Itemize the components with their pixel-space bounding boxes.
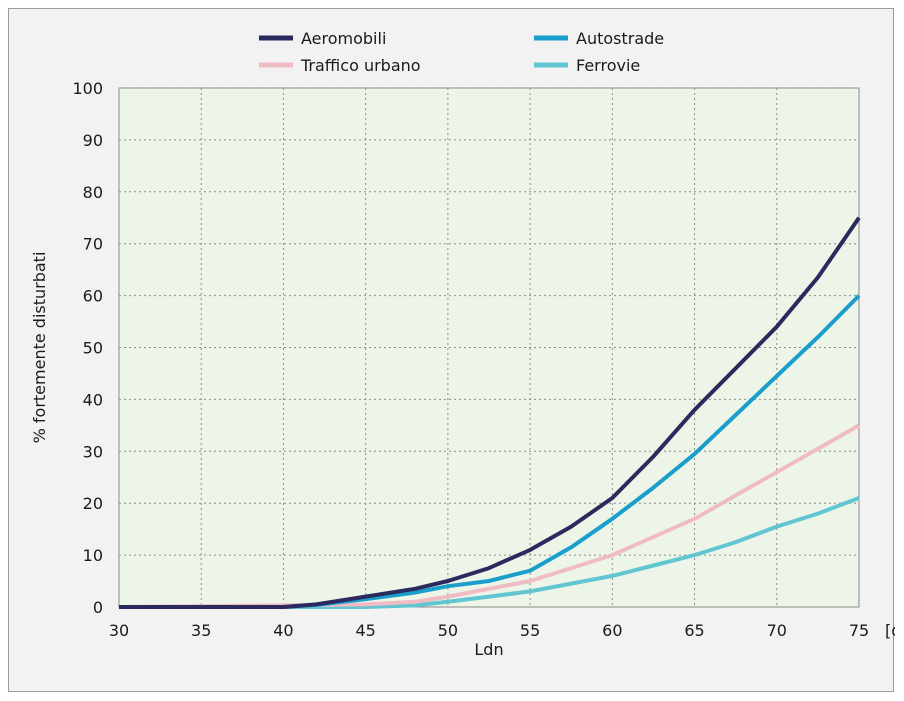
series-line-ferrovie [119, 496, 860, 609]
x-axis-title: Ldn [474, 640, 503, 659]
series-lines [118, 216, 861, 609]
y-tick-label: 100 [72, 79, 103, 98]
y-tick-label: 90 [83, 131, 103, 150]
x-tick-label: 45 [355, 621, 375, 640]
y-tick-label: 20 [83, 494, 103, 513]
legend-label: Traffico urbano [300, 56, 421, 75]
legend: Aeromobili Autostrade Traffico urbano Ferro… [259, 29, 664, 75]
y-tick-label: 50 [83, 339, 103, 358]
y-tick-label: 40 [83, 390, 103, 409]
legend-label: Ferrovie [576, 56, 640, 75]
x-tick-label: 40 [273, 621, 293, 640]
y-tick-label: 70 [83, 235, 103, 254]
line-chart: 0 10 20 30 40 50 60 70 80 90 100 30 35 40 45 50 55 60 65 7… [30, 29, 895, 659]
grid-lines [119, 87, 860, 607]
y-axis-title: % fortemente disturbati [30, 252, 49, 444]
y-tick-label: 60 [83, 287, 103, 306]
x-tick-label: 30 [109, 621, 129, 640]
x-tick-labels: 30 35 40 45 50 55 60 65 70 75 [109, 621, 869, 640]
y-tick-label: 0 [93, 598, 103, 617]
x-axis-unit-label: [dB(A)] [885, 621, 895, 640]
legend-label: Autostrade [576, 29, 664, 48]
legend-label: Aeromobili [301, 29, 386, 48]
x-tick-label: 35 [191, 621, 211, 640]
series-line-traffico-urbano [118, 423, 860, 609]
series-line-aeromobili [119, 216, 861, 609]
y-tick-label: 80 [83, 183, 103, 202]
chart-frame: 0 10 20 30 40 50 60 70 80 90 100 30 35 40 45 50 55 60 65 7… [8, 8, 895, 692]
y-tick-label: 10 [83, 546, 103, 565]
x-tick-label: 55 [520, 621, 540, 640]
x-tick-label: 75 [849, 621, 869, 640]
y-tick-label: 30 [83, 442, 103, 461]
x-tick-label: 50 [438, 621, 458, 640]
y-tick-labels: 0 10 20 30 40 50 60 70 80 90 100 [72, 79, 103, 617]
x-tick-label: 60 [602, 621, 622, 640]
x-tick-label: 70 [767, 621, 787, 640]
x-tick-label: 65 [684, 621, 704, 640]
